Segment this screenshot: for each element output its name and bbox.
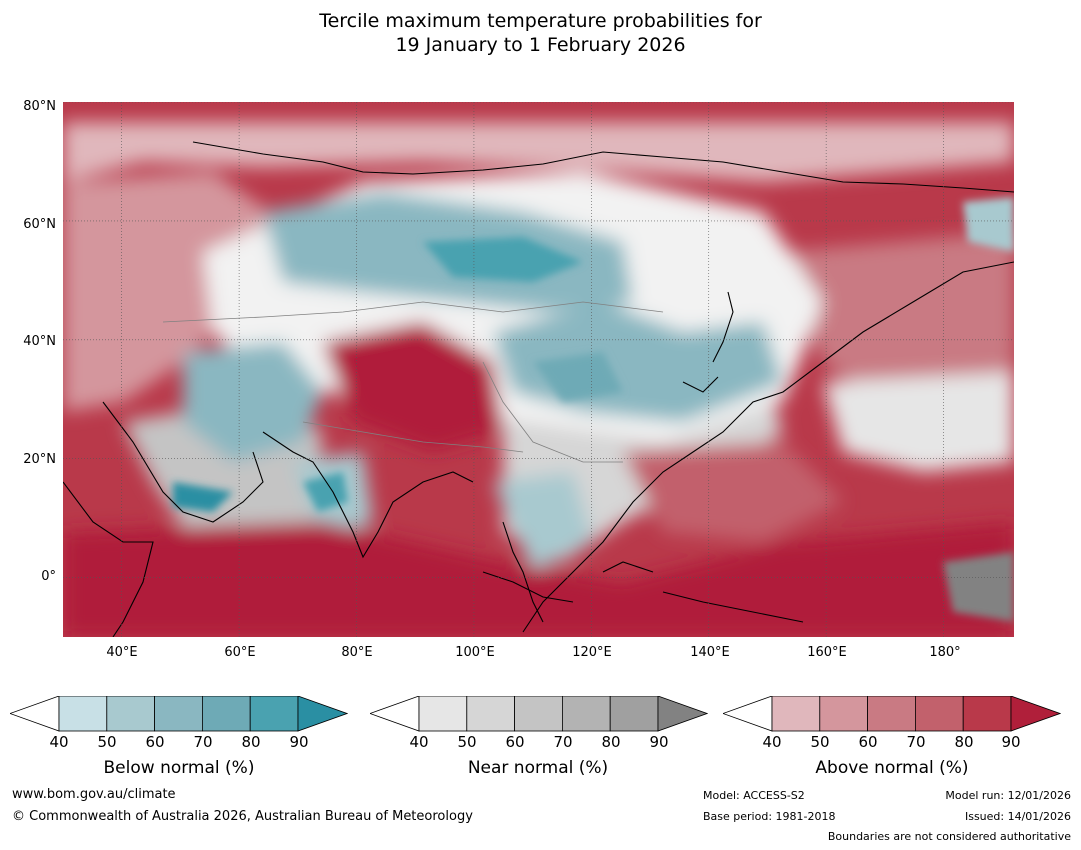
coast-africa <box>63 481 154 637</box>
colorbar-above-label: Above normal (%) <box>815 758 969 778</box>
graticule <box>63 102 1014 637</box>
lat-label-0: 0° <box>41 569 56 584</box>
coast-arabia <box>102 401 264 523</box>
above-normal-ocean <box>63 522 1014 637</box>
colorbar-above-tick: 70 <box>906 733 926 751</box>
colorbar-below-label: Below normal (%) <box>103 758 255 778</box>
lon-label-160e: 160°E <box>807 645 847 660</box>
colorbar-near-tick: 50 <box>457 733 477 751</box>
copyright-text: © Commonwealth of Australia 2026, Austra… <box>12 809 473 824</box>
colorbar-below-normal-max-arrow <box>297 696 348 732</box>
colorbar-near-cell <box>514 696 563 732</box>
colorbar-above-normal <box>723 696 1061 732</box>
chart-title-line-1: Tercile maximum temperature probabilitie… <box>319 10 762 32</box>
colorbar-near-tick: 60 <box>505 733 525 751</box>
coast-north-asia <box>192 141 1014 193</box>
coast-indonesia <box>482 561 804 623</box>
lon-label-80e: 80°E <box>341 645 373 660</box>
colorbar-above-cell <box>771 696 821 732</box>
pink-zone-europe <box>63 172 283 412</box>
colorbar-near-normal <box>370 696 708 732</box>
border-himalaya <box>302 421 524 453</box>
border-central-asia <box>162 301 664 323</box>
colorbar-near-cell <box>418 696 468 732</box>
pink-zone-northeast <box>783 232 1014 422</box>
below-normal-indochina <box>493 472 593 572</box>
colorbar-below-tick: 70 <box>193 733 213 751</box>
lat-label-80n: 80°N <box>23 99 56 114</box>
below-normal-core-arabia <box>173 482 233 512</box>
probability-map <box>63 102 1014 637</box>
colorbar-above-tick: 80 <box>954 733 974 751</box>
colorbar-above-normal-min-arrow <box>723 696 773 732</box>
above-normal-pacific <box>623 442 843 542</box>
chart-title-line-2: 19 January to 1 February 2026 <box>395 34 686 56</box>
coast-southeast-asia <box>502 521 544 623</box>
lon-label-140e: 140°E <box>690 645 730 660</box>
colorbar-below-tick: 40 <box>49 733 69 751</box>
colorbar-below-tick: 90 <box>289 733 309 751</box>
colorbar-near-cell <box>466 696 516 732</box>
issued-date: Issued: 14/01/2026 <box>964 810 1071 823</box>
colorbar-below-tick: 60 <box>145 733 165 751</box>
lat-label-60n: 60°N <box>23 217 56 232</box>
lat-label-40n: 40°N <box>23 334 56 349</box>
near-normal-arctic-patch <box>963 197 1014 252</box>
lon-label-180: 180° <box>929 645 961 660</box>
lon-label-40e: 40°E <box>106 645 138 660</box>
above-normal-tibet <box>323 322 503 452</box>
pink-zone-north <box>63 122 1014 182</box>
below-normal-core-siberia <box>423 237 583 282</box>
colorbar-above-cell <box>867 696 916 732</box>
colorbar-below-normal <box>10 696 348 732</box>
colorbar-above-cell <box>962 696 1012 732</box>
colorbar-below-cell <box>201 696 251 732</box>
colorbar-near-tick: 90 <box>649 733 669 751</box>
colorbar-above-normal-max-arrow <box>1010 696 1061 732</box>
colorbar-below-tick: 50 <box>97 733 117 751</box>
base-period: Base period: 1981-2018 <box>703 810 836 823</box>
colorbar-near-tick: 40 <box>409 733 429 751</box>
colorbar-near-normal-min-arrow <box>370 696 420 732</box>
lon-label-120e: 120°E <box>572 645 612 660</box>
colorbar-above-tick: 50 <box>810 733 830 751</box>
colorbar-above-cell <box>819 696 869 732</box>
colorbar-above-tick: 90 <box>1001 733 1021 751</box>
border-china <box>482 361 623 463</box>
country-borders <box>162 301 664 463</box>
colorbar-above-tick: 40 <box>762 733 782 751</box>
colorbar-below-cell <box>154 696 203 732</box>
model-name: Model: ACCESS-S2 <box>703 789 805 802</box>
colorbar-below-cell <box>58 696 108 732</box>
colorbar-near-cell <box>561 696 611 732</box>
colorbar-near-label: Near normal (%) <box>467 758 609 778</box>
colorbar-near-normal-max-arrow <box>657 696 708 732</box>
lon-label-60e: 60°E <box>224 645 256 660</box>
colorbar-below-tick: 80 <box>241 733 261 751</box>
model-run-date: Model run: 12/01/2026 <box>945 789 1071 802</box>
below-normal-central-asia <box>183 342 323 462</box>
colorbar-below-normal-min-arrow <box>10 696 60 732</box>
coastlines <box>63 141 1014 637</box>
colorbar-near-cell <box>609 696 659 732</box>
near-normal-core-pacific <box>943 552 1014 622</box>
near-normal-pacific <box>823 372 1014 472</box>
colorbar-near-tick: 70 <box>553 733 573 751</box>
below-normal-core-india <box>303 472 348 512</box>
coast-japan <box>682 291 734 393</box>
colorbar-below-cell <box>249 696 299 732</box>
colorbar-above-tick: 60 <box>858 733 878 751</box>
colorbar-near-tick: 80 <box>601 733 621 751</box>
colorbar-below-cell <box>106 696 156 732</box>
lon-label-100e: 100°E <box>455 645 495 660</box>
boundaries-disclaimer: Boundaries are not considered authoritat… <box>827 830 1071 843</box>
coast-east-asia <box>522 261 1014 633</box>
colorbar-above-cell <box>914 696 964 732</box>
lat-label-20n: 20°N <box>23 452 56 467</box>
website-link[interactable]: www.bom.gov.au/climate <box>12 787 176 802</box>
below-normal-core-china <box>533 352 623 402</box>
